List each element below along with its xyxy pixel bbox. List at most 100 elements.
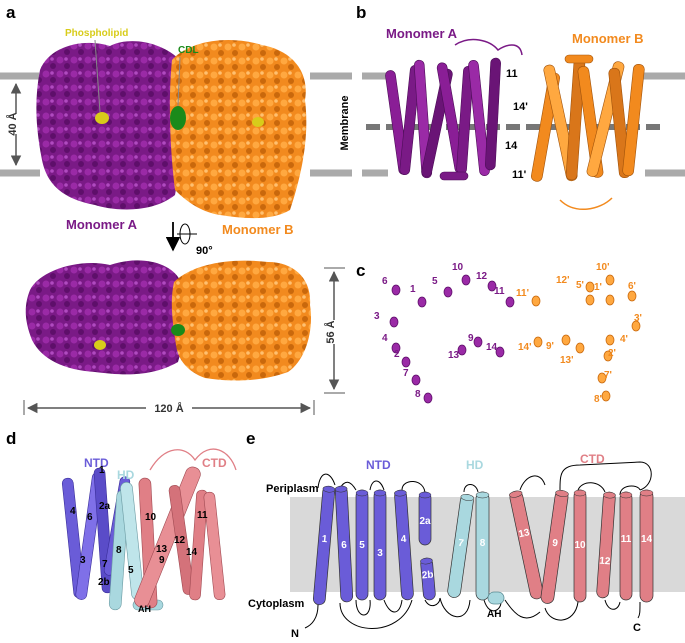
monomer-b-density-side	[169, 40, 307, 219]
ah-helix	[487, 591, 505, 605]
monomer-b-cartoon	[531, 54, 645, 210]
helix-section-label: 11'	[516, 288, 529, 299]
topology-helix-label: 6	[341, 540, 348, 551]
cdl-density	[170, 106, 186, 130]
helix-section-label: 13	[448, 350, 460, 361]
ah-label-e: AH	[487, 609, 501, 620]
helix-section-label: 1'	[594, 282, 602, 293]
monomer-a-density-top	[25, 260, 184, 375]
helix-section	[605, 334, 615, 346]
helix-section	[605, 294, 615, 306]
phospholipid-pointer	[94, 39, 101, 113]
helix-section-label: 7'	[604, 370, 612, 381]
topology-helix: 11	[619, 491, 633, 601]
helix-section-label: 8'	[594, 394, 602, 405]
helix-section-label: 14'	[518, 342, 532, 353]
helix-section	[601, 390, 611, 402]
ntd-label-d: NTD	[84, 456, 109, 470]
d-helix-6: 6	[87, 512, 93, 523]
ah-label-d: AH	[138, 604, 151, 614]
cdl-pointer	[177, 56, 181, 107]
topology-helix: 5	[355, 489, 369, 601]
helix-section-label: 14	[486, 342, 498, 353]
helix-section	[597, 372, 607, 384]
topology-helix: 4	[394, 489, 414, 601]
hd-label-d: HD	[117, 468, 135, 482]
helix-section	[401, 356, 411, 368]
helix-section	[575, 342, 585, 354]
helix-section	[417, 296, 427, 308]
helix-section	[473, 336, 483, 348]
ctd-loops	[519, 461, 652, 621]
topology-helix: 10	[573, 489, 587, 603]
phospholipid-density-b	[252, 117, 264, 127]
monomer-b-label-b: Monomer B	[572, 31, 644, 46]
helix-section	[487, 280, 497, 292]
helix-section-label: 4	[382, 333, 388, 344]
d-helix-1: 1	[99, 465, 105, 476]
phospholipid-density	[95, 112, 109, 124]
helix-section-label: 3'	[634, 313, 642, 324]
helix-section-label: 5'	[576, 280, 584, 291]
topology-helices: 1 6 5 3 4 2a 2b 7 8 13 9 10 12 11 14	[312, 485, 654, 606]
d-helix-4: 4	[70, 506, 76, 517]
helix-section	[603, 350, 613, 362]
panel-e-label: e	[246, 429, 255, 448]
monomer-a-density-side	[36, 41, 182, 210]
helix-section-label: 6'	[628, 281, 636, 292]
topology-helix-label: 9	[551, 538, 558, 550]
topology-helix-label: 1	[321, 534, 328, 545]
helix-section	[411, 374, 421, 386]
d-helix-8: 8	[116, 545, 122, 556]
topology-helix: 14	[639, 489, 654, 603]
helix-section-label: 11	[494, 286, 505, 297]
helix-section-label: 5	[432, 276, 438, 287]
helix-section	[391, 342, 401, 354]
helix-section	[585, 281, 595, 293]
helix-section-label: 1	[410, 284, 416, 295]
topology-helix: 12	[596, 491, 616, 599]
n-terminus-label: N	[291, 628, 299, 640]
helix-section-label: 7	[403, 368, 409, 379]
monomer-a-label-a: Monomer A	[66, 217, 138, 232]
helix-section	[391, 284, 401, 296]
monomer-b-density-top	[171, 260, 312, 381]
d-helix-7: 7	[102, 559, 108, 570]
topology-helix: 2a	[418, 491, 432, 546]
helix-section-label: 6	[382, 276, 388, 287]
d-helix-11: 11	[197, 510, 208, 521]
cdl-label: CDL	[178, 45, 199, 56]
ntd-label-e: NTD	[366, 458, 391, 472]
topology-helix-label: 5	[359, 540, 365, 551]
helix-section-label: 9	[468, 333, 474, 344]
d-helix-12: 12	[174, 535, 186, 546]
d-helix-9: 9	[159, 555, 165, 566]
helix-section	[423, 392, 433, 404]
helix-section	[561, 334, 571, 346]
topology-helix: 6	[334, 485, 354, 603]
helix-label-14p: 14'	[513, 101, 528, 113]
hd-label-e: HD	[466, 458, 484, 472]
ctd-label-d: CTD	[202, 456, 227, 470]
helix-section	[389, 316, 399, 328]
helix-section	[457, 344, 467, 356]
d-helix-14: 14	[186, 547, 198, 558]
topology-helix-label: 4	[400, 534, 407, 545]
topology-helix-label: 8	[480, 538, 486, 549]
periplasm-label: Periplasm	[266, 483, 319, 495]
helix-section	[585, 294, 595, 306]
panel-e: e Periplasm Cytoplasm NTD HD CTD 1 6 5 3 4 2a…	[246, 429, 685, 640]
helix-label-11: 11	[506, 68, 518, 80]
d-helix-10: 10	[145, 512, 157, 523]
helix-section	[605, 274, 615, 286]
monomer-b-label-a: Monomer B	[222, 222, 294, 237]
helix-section	[505, 296, 515, 308]
d-helix-13: 13	[156, 544, 168, 555]
topology-helix: 9	[540, 490, 569, 604]
helix-section	[531, 295, 541, 307]
panel-a: a 40 Å Phospholipid CDL Monomer A Monome…	[0, 3, 352, 416]
panel-d-label: d	[6, 429, 16, 448]
monomer-a-cartoon	[385, 38, 523, 181]
topology-helix-label: 12	[599, 556, 611, 568]
helix-section-label: 8	[415, 389, 421, 400]
